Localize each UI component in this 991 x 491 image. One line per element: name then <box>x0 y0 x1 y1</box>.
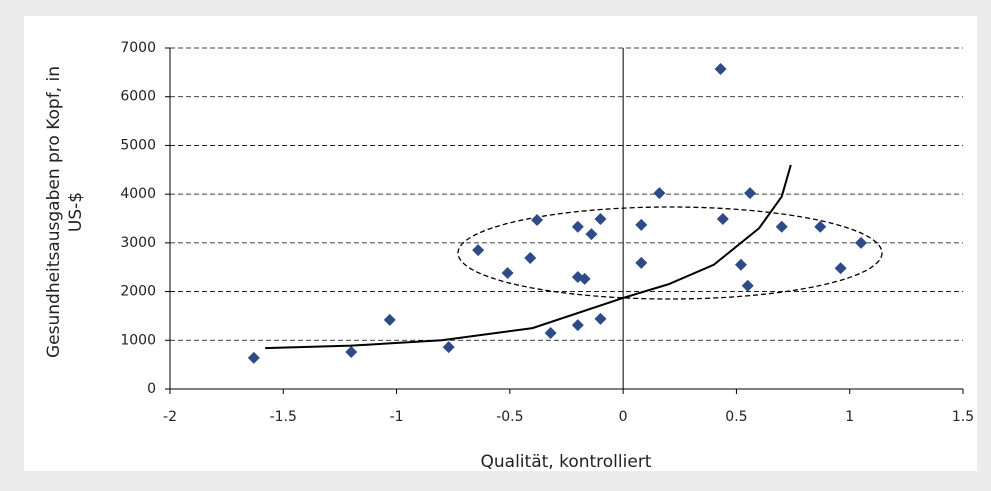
y-tick-label: 3000 <box>120 235 156 251</box>
y-tick-label: 7000 <box>120 40 156 56</box>
x-tick-label: -1 <box>390 409 404 425</box>
point <box>653 187 666 200</box>
point <box>501 267 514 280</box>
chart-panel <box>24 16 977 471</box>
point <box>855 236 868 249</box>
x-tick-label: -0.5 <box>496 409 523 425</box>
point <box>716 212 729 225</box>
point <box>814 220 827 233</box>
y-tick-label: 6000 <box>120 89 156 105</box>
point <box>594 212 607 225</box>
point <box>544 326 557 339</box>
point <box>714 62 727 75</box>
point <box>524 251 537 264</box>
x-tick-label: -2 <box>163 409 177 425</box>
point <box>635 256 648 269</box>
y-axis-label: Gesundheitsausgaben pro Kopf, in US-$ <box>44 66 86 358</box>
trend-line <box>265 164 792 350</box>
point <box>734 258 747 271</box>
point <box>383 313 396 326</box>
y-tick-label: 5000 <box>120 137 156 153</box>
point <box>571 319 584 332</box>
point <box>472 244 485 257</box>
point <box>775 220 788 233</box>
x-tick-label: -1.5 <box>270 409 297 425</box>
point <box>247 351 260 364</box>
point <box>345 345 358 358</box>
point <box>741 279 754 292</box>
point <box>578 272 591 285</box>
x-tick-label: 1 <box>845 409 854 425</box>
point <box>571 220 584 233</box>
x-tick-label: 0 <box>619 409 628 425</box>
y-tick-label: 4000 <box>120 186 156 202</box>
point <box>585 228 598 241</box>
x-tick-label: 1.5 <box>952 409 974 425</box>
point <box>442 341 455 354</box>
point <box>635 218 648 231</box>
point <box>594 312 607 325</box>
highlight-ellipse <box>457 206 883 300</box>
point <box>744 187 757 200</box>
x-tick-label: 0.5 <box>725 409 747 425</box>
point <box>531 213 544 226</box>
y-tick-label: 0 <box>147 381 156 397</box>
y-tick-label: 1000 <box>120 332 156 348</box>
x-axis-label: Qualität, kontrolliert <box>481 452 652 472</box>
y-tick-label: 2000 <box>120 284 156 300</box>
point <box>834 262 847 275</box>
